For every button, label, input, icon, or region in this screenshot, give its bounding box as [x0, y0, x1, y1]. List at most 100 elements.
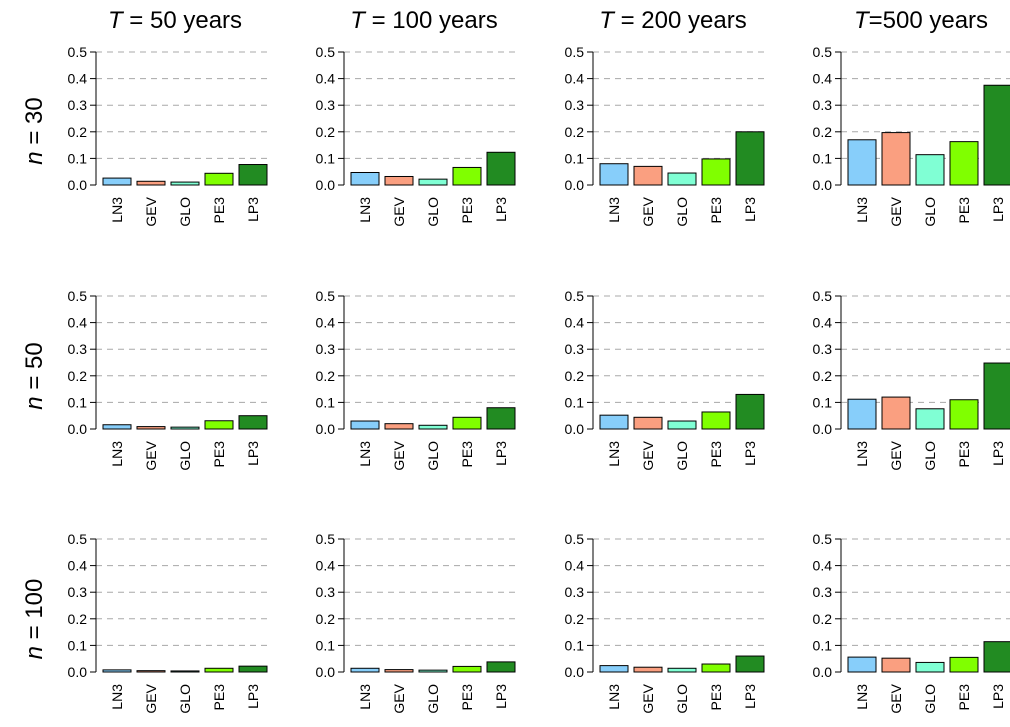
y-tick-label: 0.4: [68, 558, 88, 574]
bar-glo: [170, 181, 200, 186]
y-tick-label: 0.5: [813, 531, 833, 547]
bar-pe3: [452, 665, 482, 673]
bar-ln3: [350, 420, 380, 430]
y-tick-label: 0.3: [565, 341, 585, 357]
bar-pe3: [204, 172, 234, 186]
category-label: GLO: [177, 684, 193, 714]
bar-pe3: [949, 399, 979, 430]
panel-r1-c3: 0.0 0.1 0.2 0.3 0.4 0.5 LN3 GEV GLO PE3 LP3: [813, 288, 1010, 471]
panel-r2-c0: 0.0 0.1 0.2 0.3 0.4 0.5 LN3 GEV GLO PE3 LP3: [68, 531, 272, 714]
panel-r2-c3: 0.0 0.1 0.2 0.3 0.4 0.5 LN3 GEV GLO PE3 LP3: [813, 531, 1010, 714]
panel-r0-c2: 0.0 0.1 0.2 0.3 0.4 0.5 LN3 GEV GLO PE3 LP3: [565, 44, 769, 227]
bar-ln3: [599, 414, 629, 430]
y-tick-label: 0.2: [316, 124, 336, 140]
category-label: LN3: [109, 684, 125, 710]
y-tick-label: 0.3: [68, 584, 88, 600]
y-tick-label: 0.1: [813, 150, 833, 166]
y-tick-label: 0.0: [813, 421, 833, 437]
bar-glo: [170, 670, 200, 673]
bar-pe3: [204, 667, 234, 673]
y-tick-label: 0.3: [565, 584, 585, 600]
y-tick-label: 0.4: [813, 315, 833, 331]
y-tick-label: 0.5: [565, 531, 585, 547]
category-label: LP3: [245, 684, 261, 709]
y-tick-label: 0.0: [68, 421, 88, 437]
category-label: LP3: [245, 197, 261, 222]
category-label: GLO: [922, 197, 938, 227]
bar-lp3: [983, 641, 1010, 673]
col-title-3: T=500 years: [854, 7, 988, 34]
y-tick-label: 0.4: [68, 315, 88, 331]
y-tick-label: 0.5: [68, 288, 88, 304]
panel-r0-c0: 0.0 0.1 0.2 0.3 0.4 0.5 LN3 GEV GLO PE3 LP3: [68, 44, 272, 227]
category-label: LN3: [854, 684, 870, 710]
y-tick-label: 0.4: [565, 71, 585, 87]
panel-r1-c1: 0.0 0.1 0.2 0.3 0.4 0.5 LN3 GEV GLO PE3 LP3: [316, 288, 520, 471]
bar-lp3: [983, 84, 1010, 186]
category-label: LN3: [109, 441, 125, 467]
y-tick-label: 0.3: [316, 97, 336, 113]
panel-r2-c2: 0.0 0.1 0.2 0.3 0.4 0.5 LN3 GEV GLO PE3 LP3: [565, 531, 769, 714]
category-label: GLO: [674, 441, 690, 471]
y-tick-label: 0.0: [813, 177, 833, 193]
y-tick-label: 0.2: [68, 124, 88, 140]
bar-ln3: [102, 669, 132, 673]
bar-gev: [881, 396, 911, 430]
y-tick-label: 0.4: [813, 71, 833, 87]
y-tick-label: 0.2: [316, 611, 336, 627]
bar-glo: [667, 172, 697, 186]
category-label: PE3: [459, 441, 475, 468]
y-tick-label: 0.0: [813, 664, 833, 680]
y-tick-label: 0.0: [316, 421, 336, 437]
category-label: GEV: [888, 440, 904, 470]
category-label: LP3: [245, 441, 261, 466]
y-tick-label: 0.3: [316, 584, 336, 600]
y-tick-label: 0.0: [68, 177, 88, 193]
bar-gev: [384, 423, 414, 430]
y-tick-label: 0.0: [565, 664, 585, 680]
y-tick-label: 0.5: [316, 531, 336, 547]
category-label: GEV: [143, 440, 159, 470]
bar-gev: [881, 132, 911, 186]
category-label: LP3: [742, 684, 758, 709]
y-tick-label: 0.4: [565, 558, 585, 574]
bar-pe3: [452, 416, 482, 430]
bar-pe3: [204, 420, 234, 430]
bar-pe3: [452, 166, 482, 186]
y-tick-label: 0.0: [316, 664, 336, 680]
bar-ln3: [102, 177, 132, 186]
bar-lp3: [238, 415, 268, 430]
col-title-2: T = 200 years: [599, 7, 746, 34]
y-tick-label: 0.1: [316, 637, 336, 653]
panel-r2-c1: 0.0 0.1 0.2 0.3 0.4 0.5 LN3 GEV GLO PE3 LP3: [316, 531, 520, 714]
bar-ln3: [847, 398, 877, 430]
category-label: GLO: [674, 684, 690, 714]
category-label: LP3: [493, 684, 509, 709]
row-title-1: n = 50: [21, 342, 48, 409]
y-tick-label: 0.4: [813, 558, 833, 574]
y-tick-label: 0.0: [565, 421, 585, 437]
y-tick-label: 0.1: [316, 150, 336, 166]
y-tick-label: 0.2: [565, 368, 585, 384]
y-tick-label: 0.3: [68, 341, 88, 357]
category-label: LN3: [357, 197, 373, 223]
bar-pe3: [701, 411, 731, 430]
bar-lp3: [735, 655, 765, 673]
y-tick-label: 0.1: [813, 394, 833, 410]
y-tick-label: 0.4: [316, 315, 336, 331]
category-label: LP3: [742, 197, 758, 222]
bar-gev: [136, 670, 166, 673]
category-label: GEV: [391, 196, 407, 226]
category-label: PE3: [211, 684, 227, 711]
y-tick-label: 0.0: [316, 177, 336, 193]
bar-glo: [915, 661, 945, 673]
y-tick-label: 0.0: [68, 664, 88, 680]
y-tick-label: 0.2: [813, 368, 833, 384]
y-tick-label: 0.2: [68, 611, 88, 627]
bar-gev: [136, 426, 166, 430]
panel-r1-c0: 0.0 0.1 0.2 0.3 0.4 0.5 LN3 GEV GLO PE3 LP3: [68, 288, 272, 471]
category-label: GEV: [888, 196, 904, 226]
category-label: GEV: [143, 683, 159, 713]
y-tick-label: 0.2: [813, 611, 833, 627]
